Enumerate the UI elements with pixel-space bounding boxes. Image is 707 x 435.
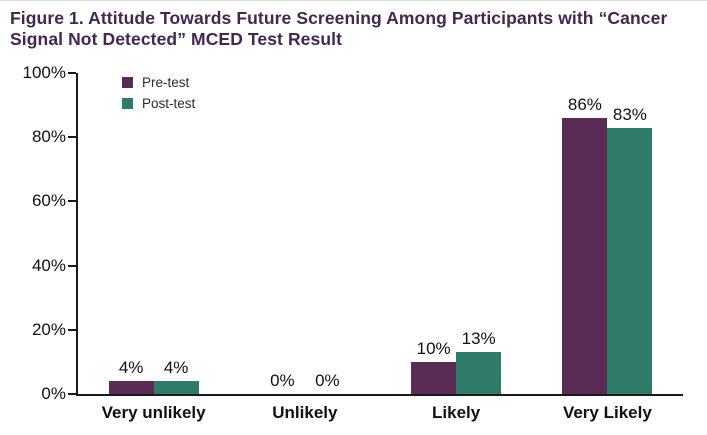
y-axis-tick-label: 100% xyxy=(22,63,66,82)
bar-pre-test xyxy=(411,361,457,394)
y-axis-line xyxy=(76,73,78,396)
legend-label: Pre-test xyxy=(142,75,190,90)
x-axis-category-label: Very Likely xyxy=(562,403,652,422)
bar-slot: 4% xyxy=(108,73,154,394)
y-axis-tick-mark xyxy=(68,328,76,331)
bar-value-label: 4% xyxy=(163,358,189,378)
bar-pre-test xyxy=(562,117,608,394)
bar-value-label: 0% xyxy=(270,371,295,390)
y-axis-tick-mark xyxy=(68,136,76,139)
figure-title: Figure 1. Attitude Towards Future Screen… xyxy=(10,8,668,50)
bar-value-label: 4% xyxy=(118,358,144,378)
category-group-very-likely: 86% 83% Very Likely xyxy=(532,73,683,422)
bar-value-label: 86% xyxy=(567,94,602,114)
bar-value-label: 13% xyxy=(461,329,496,349)
legend-label: Post-test xyxy=(142,96,196,111)
bar-pre-test xyxy=(108,381,154,394)
x-axis-line xyxy=(76,394,683,396)
bar-slot: 86% xyxy=(562,73,608,394)
bar-post-test xyxy=(456,352,502,394)
y-axis-tick-label: 40% xyxy=(31,255,66,275)
category-group-unlikely: 0% 0% Unlikely xyxy=(229,73,380,422)
x-axis-category-label: Likely xyxy=(432,403,481,422)
bar-slot: 13% xyxy=(456,73,502,394)
y-axis-tick-label: 20% xyxy=(31,319,66,339)
y-axis-tick-mark xyxy=(68,72,76,74)
bar-slot: 4% xyxy=(153,73,199,394)
chart-legend: Pre-test Post-test xyxy=(122,75,195,111)
legend-item-pre-test: Pre-test xyxy=(122,75,195,90)
y-axis-tick-mark xyxy=(68,264,76,267)
bar-value-label: 10% xyxy=(416,338,451,358)
bar-slot: 10% xyxy=(411,73,457,394)
y-axis-tick-label: 0% xyxy=(41,384,66,403)
y-axis-tick-label: 60% xyxy=(31,191,66,211)
bar-value-label: 0% xyxy=(315,371,340,390)
legend-swatch-icon xyxy=(122,77,133,88)
x-axis-category-label: Very unlikely xyxy=(101,403,206,422)
category-group-likely: 10% 13% Likely xyxy=(381,73,532,422)
bar-slot: 0% xyxy=(305,73,350,394)
y-axis-tick-mark xyxy=(68,393,76,395)
legend-item-post-test: Post-test xyxy=(122,96,195,111)
bar-post-test xyxy=(153,381,199,394)
x-axis-category-label: Unlikely xyxy=(272,403,338,422)
bar-slot: 0% xyxy=(260,73,305,394)
bar-post-test xyxy=(607,127,653,394)
category-group-very-unlikely: 4% 4% Very unlikely xyxy=(78,73,229,422)
legend-swatch-icon xyxy=(122,98,133,109)
y-axis-tick-label: 80% xyxy=(31,127,66,147)
plot-area: 0% 20% 40% 60% 80% 100% 4% 4% Very unlikely 0% 0% U… xyxy=(23,63,683,422)
bar-value-label: 83% xyxy=(612,104,647,124)
bar-slot: 83% xyxy=(607,73,653,394)
y-axis-tick-mark xyxy=(68,200,76,203)
